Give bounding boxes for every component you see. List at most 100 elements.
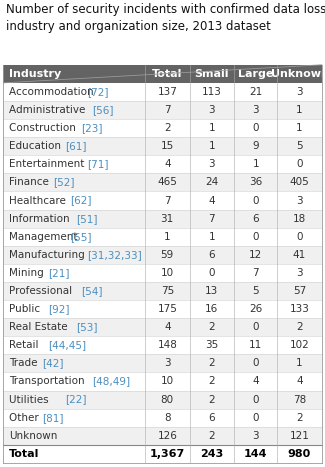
Text: 7: 7 — [164, 105, 171, 115]
Text: Information: Information — [9, 213, 73, 224]
Text: 13: 13 — [205, 286, 218, 296]
Text: [22]: [22] — [65, 395, 86, 404]
Text: 465: 465 — [157, 177, 177, 187]
Text: 59: 59 — [161, 250, 174, 260]
Bar — [189, 246, 234, 264]
Bar — [3, 65, 145, 83]
Text: 0: 0 — [253, 123, 259, 133]
Bar — [234, 409, 277, 427]
Text: Accommodation: Accommodation — [9, 87, 97, 97]
Bar — [277, 390, 322, 409]
Text: 3: 3 — [209, 159, 215, 170]
Text: 1: 1 — [296, 358, 303, 368]
Text: 0: 0 — [253, 196, 259, 205]
Text: Education: Education — [9, 141, 64, 151]
Bar — [234, 318, 277, 336]
Bar — [189, 173, 234, 191]
Text: 57: 57 — [293, 286, 306, 296]
Bar — [3, 227, 145, 246]
Bar — [189, 155, 234, 173]
Text: [31,32,33]: [31,32,33] — [87, 250, 142, 260]
Bar — [145, 373, 189, 390]
Bar — [277, 373, 322, 390]
Text: 10: 10 — [161, 376, 174, 387]
Text: Finance: Finance — [9, 177, 52, 187]
Bar — [234, 427, 277, 445]
Bar — [189, 264, 234, 282]
Text: 148: 148 — [157, 340, 177, 350]
Text: 144: 144 — [244, 449, 267, 459]
Bar — [145, 409, 189, 427]
Bar — [277, 427, 322, 445]
Bar — [189, 210, 234, 227]
Bar — [189, 318, 234, 336]
Bar — [189, 336, 234, 354]
Bar — [234, 137, 277, 155]
Bar — [145, 264, 189, 282]
Text: 6: 6 — [209, 413, 215, 423]
Bar — [234, 336, 277, 354]
Text: 4: 4 — [252, 376, 259, 387]
Bar — [234, 264, 277, 282]
Text: 0: 0 — [253, 358, 259, 368]
Text: 3: 3 — [209, 105, 215, 115]
Text: 3: 3 — [252, 105, 259, 115]
Text: [52]: [52] — [54, 177, 75, 187]
Bar — [234, 246, 277, 264]
Text: 0: 0 — [253, 395, 259, 404]
Text: 0: 0 — [296, 159, 303, 170]
Text: [53]: [53] — [76, 322, 97, 332]
Text: 11: 11 — [249, 340, 262, 350]
Bar — [3, 427, 145, 445]
Text: 3: 3 — [164, 358, 171, 368]
Text: 133: 133 — [290, 304, 309, 314]
Text: 21: 21 — [249, 87, 262, 97]
Bar — [145, 300, 189, 318]
Bar — [234, 65, 277, 83]
Text: Public: Public — [9, 304, 44, 314]
Text: 75: 75 — [161, 286, 174, 296]
Text: 5: 5 — [252, 286, 259, 296]
Bar — [145, 318, 189, 336]
Text: 9: 9 — [252, 141, 259, 151]
Text: [44,45]: [44,45] — [48, 340, 86, 350]
Text: 12: 12 — [249, 250, 262, 260]
Text: 15: 15 — [161, 141, 174, 151]
Text: 80: 80 — [161, 395, 174, 404]
Text: 24: 24 — [205, 177, 218, 187]
Text: 2: 2 — [209, 358, 215, 368]
Bar — [145, 137, 189, 155]
Bar — [234, 83, 277, 101]
Text: Unknown: Unknown — [9, 431, 58, 441]
Bar — [3, 409, 145, 427]
Text: Entertainment: Entertainment — [9, 159, 88, 170]
Bar — [3, 246, 145, 264]
Text: Manufacturing: Manufacturing — [9, 250, 88, 260]
Text: Unknown: Unknown — [270, 69, 325, 79]
Bar — [234, 119, 277, 137]
Text: [56]: [56] — [92, 105, 114, 115]
Text: 2: 2 — [164, 123, 171, 133]
Text: 6: 6 — [209, 250, 215, 260]
Bar — [189, 137, 234, 155]
Bar — [3, 191, 145, 210]
Bar — [3, 210, 145, 227]
Bar — [145, 390, 189, 409]
Bar — [189, 282, 234, 300]
Bar — [3, 173, 145, 191]
Bar — [3, 119, 145, 137]
Bar — [189, 354, 234, 373]
Text: [61]: [61] — [65, 141, 86, 151]
Text: Management: Management — [9, 232, 81, 242]
Text: Professional: Professional — [9, 286, 75, 296]
Bar — [145, 101, 189, 119]
Bar — [3, 354, 145, 373]
Text: 36: 36 — [249, 177, 262, 187]
Bar — [145, 65, 189, 83]
Bar — [3, 101, 145, 119]
Bar — [234, 191, 277, 210]
Bar — [3, 390, 145, 409]
Bar — [189, 101, 234, 119]
Text: 10: 10 — [161, 268, 174, 278]
Text: 4: 4 — [296, 376, 303, 387]
